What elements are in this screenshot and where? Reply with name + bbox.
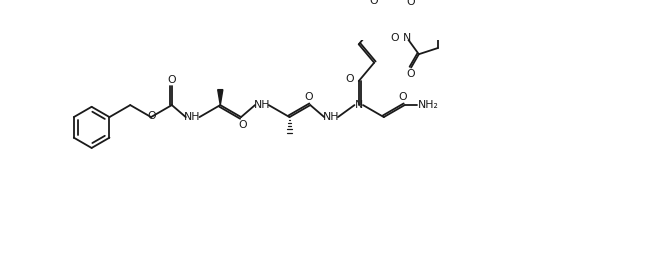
Text: O: O bbox=[148, 111, 156, 121]
Text: NH: NH bbox=[184, 112, 201, 122]
Text: O: O bbox=[346, 74, 354, 84]
Text: O: O bbox=[168, 75, 176, 85]
Text: O: O bbox=[304, 92, 313, 102]
Text: O: O bbox=[391, 33, 399, 43]
Text: O: O bbox=[406, 0, 414, 7]
Text: N: N bbox=[403, 33, 411, 43]
Text: NH: NH bbox=[253, 100, 270, 110]
Text: NH₂: NH₂ bbox=[418, 100, 439, 110]
Text: O: O bbox=[406, 69, 414, 79]
Text: O: O bbox=[399, 92, 407, 102]
Polygon shape bbox=[218, 90, 223, 105]
Text: NH: NH bbox=[323, 112, 339, 122]
Text: O: O bbox=[370, 0, 378, 6]
Text: N: N bbox=[354, 100, 363, 110]
Text: O: O bbox=[238, 120, 247, 130]
